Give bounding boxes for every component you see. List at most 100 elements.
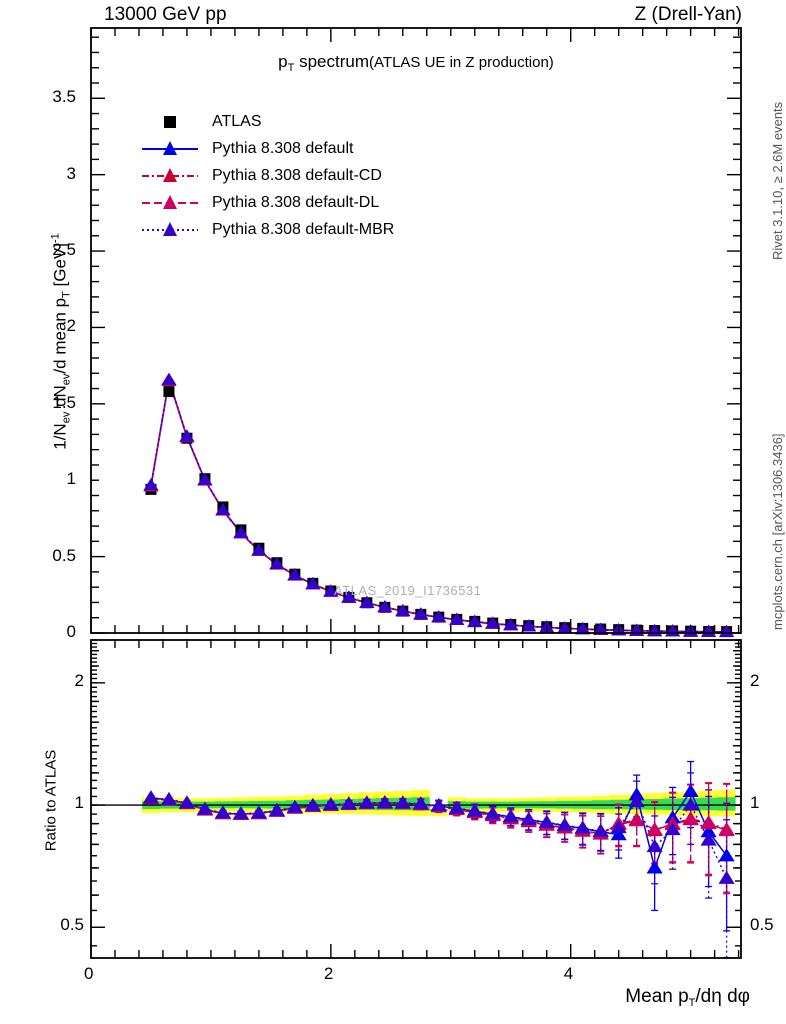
ratio-mc-marker [160, 791, 178, 806]
y-tick-label-ratio: 0.5 [750, 915, 774, 935]
plot-title: pT spectrum(ATLAS UE in Z production) [91, 52, 741, 74]
main-mc-marker [233, 525, 249, 538]
ratio-mc-marker [682, 812, 699, 826]
x-tick-label: 2 [323, 964, 334, 983]
x-axis-label: Mean pT/dη dφ [625, 986, 750, 1009]
plot-title-rest: spectrum [294, 52, 370, 71]
ratio-mc-marker [592, 823, 609, 837]
legend-item: ATLAS [140, 108, 394, 135]
ratio-mc-marker [628, 793, 645, 808]
main-mc-marker [377, 600, 393, 613]
ratio-mc-marker [682, 783, 699, 798]
y-tick-label-ratio: 1 [750, 793, 760, 813]
ratio-mc-marker [664, 821, 681, 836]
y-tick-label-main: 0 [66, 622, 76, 641]
y-tick-label-main: 2.5 [52, 240, 76, 260]
ratio-mc-marker [646, 821, 663, 836]
xlab-sub-t: T [688, 997, 696, 1009]
plot-title-paren: (ATLAS UE in Z production) [369, 54, 554, 71]
legend-marker [140, 192, 200, 214]
ratio-mc-marker [304, 797, 321, 812]
legend-marker [140, 219, 200, 241]
legend-label: Pythia 8.308 default [212, 139, 354, 157]
plot-title-pt: p [278, 52, 288, 71]
plot-title-pt-subscript: T [287, 62, 295, 74]
main-mc-marker [575, 621, 591, 635]
ratio-mc-marker [250, 805, 267, 819]
main-mc-marker [557, 621, 573, 634]
ratio-mc-marker [394, 795, 411, 809]
legend-item: Pythia 8.308 default-CD [140, 162, 394, 189]
main-mc-marker [719, 624, 735, 638]
ratio-mc-marker [718, 822, 735, 837]
legend-marker [140, 138, 200, 160]
y-tick-label-ratio: 1 [74, 793, 84, 813]
ratio-mc-marker [466, 803, 483, 817]
main-mc-marker [251, 543, 267, 556]
ratio-mc-marker [538, 814, 555, 828]
main-mc-marker [305, 576, 321, 590]
analysis-watermark: ATLAS_2019_I1736531 [334, 583, 482, 598]
ratio-mc-marker [718, 848, 735, 862]
y-tick-label-main: 1 [66, 469, 76, 489]
ratio-panel-frame [90, 639, 742, 959]
ratio-mc-marker [340, 796, 357, 810]
ratio-mc-marker [430, 797, 447, 812]
main-mc-marker [341, 590, 357, 603]
ratio-mc-marker [502, 808, 519, 823]
ratio-mc-marker [646, 860, 663, 874]
y-tick-label-main: 1.5 [52, 392, 76, 412]
y-tick-label-main: 0.5 [52, 545, 76, 565]
legend-marker [140, 165, 200, 187]
ratio-mc-marker [556, 817, 573, 831]
xlab-part-a: Mean p [625, 986, 689, 1007]
main-mc-marker [467, 614, 483, 627]
ratio-mc-marker [628, 787, 645, 801]
legend: ATLAS Pythia 8.308 default Pythia 8.308 de… [140, 108, 394, 243]
ratio-mc-marker [610, 819, 627, 834]
main-mc-marker [161, 372, 177, 385]
ratio-mc-marker [142, 790, 160, 804]
main-mc-marker [521, 619, 537, 632]
main-series-line-pythia-8-308-default-mbr [150, 379, 727, 633]
header-process-label: Z (Drell-Yan) [634, 4, 742, 25]
y-tick-label-main: 3.5 [52, 87, 76, 107]
main-mc-marker [143, 478, 159, 491]
x-tick-label: 4 [563, 964, 574, 983]
ratio-mc-marker [718, 870, 735, 884]
main-mc-marker [197, 472, 213, 486]
y-tick-label-main: 2 [66, 316, 76, 336]
ratio-mc-marker [448, 800, 465, 814]
legend-item: Pythia 8.308 default-DL [140, 189, 394, 216]
main-mc-marker [215, 502, 231, 515]
main-mc-marker [323, 584, 339, 597]
ratio-mc-marker [286, 799, 303, 813]
y-tick-label-ratio: 2 [750, 670, 760, 690]
ratio-mc-marker [610, 827, 627, 841]
xlab-part-b: /dη dφ [695, 986, 750, 1007]
main-mc-marker [179, 429, 195, 442]
main-mc-marker [593, 622, 609, 635]
header-beam-label: 13000 GeV pp [104, 4, 227, 25]
main-mc-marker [287, 568, 303, 581]
ratio-mc-marker [574, 820, 591, 834]
main-mc-marker [431, 610, 447, 623]
main-mc-marker [413, 607, 429, 620]
ratio-mc-marker [412, 796, 429, 810]
ratio-mc-marker [358, 795, 375, 809]
y-tick-label-ratio: 2 [74, 670, 84, 690]
ratio-mc-marker [700, 815, 717, 830]
main-mc-marker [503, 617, 519, 631]
ratio-mc-marker [682, 797, 699, 811]
y-tick-label-main: 3 [66, 163, 76, 183]
ratio-mc-marker [376, 794, 393, 809]
legend-item: Pythia 8.308 default [140, 135, 394, 162]
ratio-mc-marker [178, 795, 196, 809]
main-atlas-marker [163, 386, 175, 398]
y-tick-label-ratio: 0.5 [60, 915, 84, 935]
ratio-mc-marker [322, 797, 339, 811]
main-mc-marker [359, 595, 375, 608]
main-mc-marker [395, 603, 411, 617]
ratio-mc-marker [232, 806, 249, 820]
